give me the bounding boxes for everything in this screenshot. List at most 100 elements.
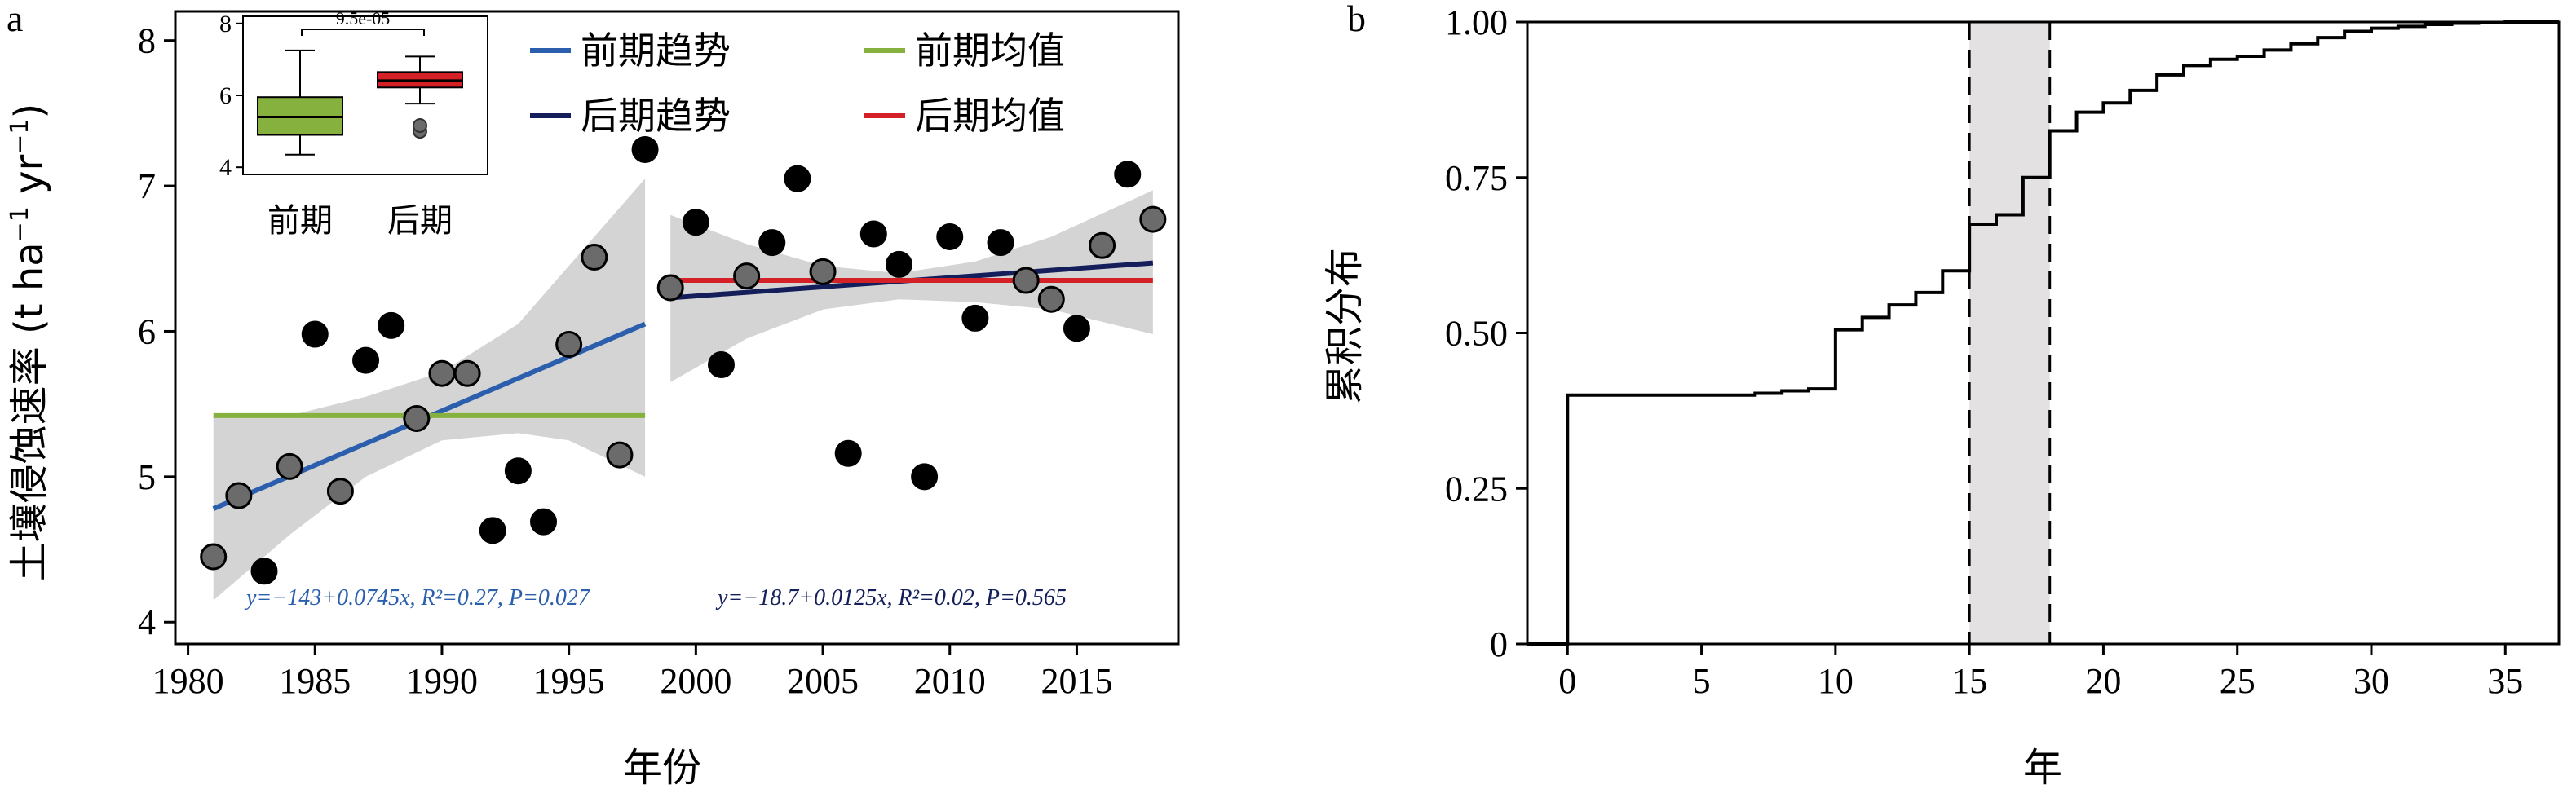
x-tick-label: 2015 — [1041, 661, 1112, 701]
data-point — [453, 359, 481, 387]
y-axis-ticks-a: 4 5 6 7 8 — [138, 21, 175, 642]
data-point — [301, 320, 329, 348]
equation-late: y=−18.7+0.0125x, R²=0.02, P=0.565 — [715, 585, 1067, 610]
x-axis-title-b: 年 — [2023, 745, 2062, 789]
x-tick-label: 0 — [1558, 661, 1576, 701]
panel-a: 1980 1985 1990 1995 2000 2005 2010 2015 4 5 6 7 8 年… — [6, 8, 1180, 789]
box-outlier — [413, 118, 427, 134]
data-point — [809, 258, 837, 285]
data-point — [1037, 285, 1065, 313]
inset-category-early: 前期 — [267, 202, 333, 240]
x-tick-label: 20 — [2085, 661, 2121, 701]
highlight-band — [1969, 22, 2050, 644]
data-point — [352, 346, 380, 374]
data-point — [1063, 315, 1090, 342]
x-tick-label: 2010 — [914, 661, 986, 701]
data-point — [1012, 267, 1040, 294]
data-point — [784, 165, 811, 192]
inset-y-tick-label: 4 — [219, 154, 232, 181]
legend-a: 前期趋势 前期均值 后期趋势 后期均值 — [530, 29, 1065, 138]
significance-bracket: 9.5e-05 — [301, 8, 425, 36]
data-point — [834, 439, 862, 467]
y-tick-label: 7 — [138, 166, 156, 206]
data-point — [961, 304, 989, 332]
x-tick-label: 10 — [1818, 661, 1854, 701]
data-point — [885, 250, 912, 278]
y-tick-label: 0 — [1490, 624, 1508, 664]
data-point — [581, 243, 608, 271]
equation-early: y=−143+0.0745x, R²=0.27, P=0.027 — [244, 585, 590, 610]
significance-bracket-line — [301, 29, 425, 36]
x-tick-label: 5 — [1693, 661, 1711, 701]
x-tick-label: 1990 — [406, 661, 478, 701]
y-axis-title-b: 累积分布 — [1322, 248, 1368, 404]
data-point — [987, 229, 1014, 257]
panel-b-letter: b — [1347, 0, 1366, 39]
confidence-band-late — [670, 190, 1153, 382]
y-tick-label: 5 — [138, 457, 156, 497]
y-axis-title-a: 土壤侵蚀速率 (t ha−1 yr−1) — [6, 104, 52, 582]
legend-label-late-trend: 后期趋势 — [581, 94, 731, 138]
inset-y-tick-label: 6 — [219, 82, 232, 109]
x-tick-label: 1980 — [152, 661, 224, 701]
y-tick-label: 6 — [138, 311, 156, 351]
data-point — [326, 478, 354, 505]
data-point — [225, 482, 253, 509]
inset-boxes — [257, 49, 463, 156]
legend-label-early-mean: 前期均值 — [915, 29, 1065, 73]
x-tick-label: 25 — [2220, 661, 2256, 701]
data-point — [555, 331, 583, 359]
y-tick-label: 0.25 — [1445, 469, 1508, 509]
confidence-band-early — [213, 179, 646, 601]
data-point — [1114, 161, 1142, 188]
inset-y-ticks: 4 6 8 — [219, 11, 243, 181]
y-tick-label: 0.75 — [1445, 158, 1508, 198]
x-axis-ticks-b: 0 5 10 15 20 25 30 35 — [1558, 644, 2523, 701]
panel-a-letter: a — [7, 0, 23, 39]
data-point — [378, 311, 405, 339]
y-tick-label: 8 — [138, 21, 156, 61]
data-point — [428, 359, 456, 387]
data-point — [631, 135, 659, 163]
panel-b: 0 5 10 15 20 25 30 35 0 0.25 0.50 0.75 1.00 年 累积分布 — [1322, 2, 2561, 789]
x-tick-label: 15 — [1951, 661, 1987, 701]
data-point — [733, 262, 761, 290]
x-tick-label: 35 — [2487, 661, 2523, 701]
data-point — [707, 350, 735, 378]
data-point — [682, 209, 709, 236]
x-tick-label: 30 — [2353, 661, 2389, 701]
y-tick-label: 4 — [138, 602, 156, 642]
plot-frame-a — [174, 10, 1180, 646]
data-point — [200, 543, 228, 571]
x-tick-label: 2000 — [660, 661, 731, 701]
data-point — [859, 220, 887, 248]
legend-label-early-trend: 前期趋势 — [581, 29, 731, 73]
y-tick-label: 0.50 — [1445, 314, 1508, 354]
inset-frame — [242, 15, 488, 175]
data-point — [276, 452, 303, 480]
data-point — [250, 558, 278, 585]
x-tick-label: 2005 — [787, 661, 859, 701]
ecdf-step-line — [1527, 20, 2559, 646]
inset-boxplot: 4 6 8 9.5e-05 前期 后期 — [219, 8, 488, 240]
data-point — [403, 404, 431, 432]
data-point — [911, 463, 939, 491]
data-point — [479, 517, 506, 544]
data-point — [504, 457, 532, 485]
data-point — [936, 223, 964, 251]
legend-label-late-mean: 后期均值 — [915, 94, 1065, 138]
x-tick-label: 1995 — [533, 661, 605, 701]
data-point — [1139, 205, 1167, 233]
x-tick-label: 1985 — [279, 661, 351, 701]
inset-y-tick-label: 8 — [219, 11, 232, 37]
y-axis-ticks-b: 0 0.25 0.50 0.75 1.00 — [1445, 2, 1527, 664]
inset-category-late: 后期 — [387, 202, 453, 240]
x-axis-ticks-a: 1980 1985 1990 1995 2000 2005 2010 2015 — [152, 644, 1112, 701]
confidence-bands — [213, 179, 1153, 601]
data-point — [656, 274, 684, 302]
data-point — [606, 441, 634, 469]
significance-p-value: 9.5e-05 — [336, 8, 391, 29]
data-point — [758, 229, 786, 257]
data-points — [200, 135, 1167, 585]
